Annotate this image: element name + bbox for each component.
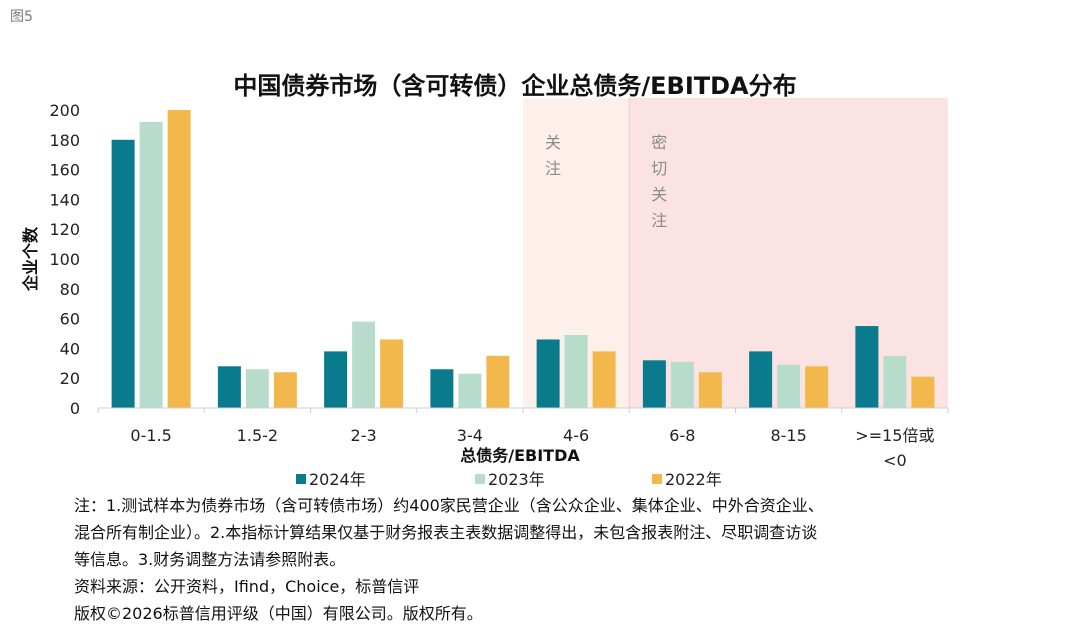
- y-tick-label: 0: [70, 399, 80, 418]
- x-tick-label: 2-3: [351, 426, 377, 445]
- bar-2023-4: [564, 334, 588, 408]
- figure-label: 图5: [10, 9, 33, 25]
- copyright-line: 版权©2026标普信用评级（中国）有限公司。版权所有。: [74, 604, 483, 623]
- bar-2023-5: [670, 361, 694, 408]
- x-tick-label: 4-6: [563, 426, 589, 445]
- bar-2023-6: [777, 364, 801, 408]
- zone-label: 关: [651, 185, 667, 204]
- bar-2023-2: [352, 321, 376, 408]
- legend-label: 2023年: [488, 470, 545, 489]
- legend-label: 2022年: [665, 470, 722, 489]
- legend-swatch: [652, 474, 662, 484]
- chart-notes: 注：1.测试样本为债券市场（含可转债市场）约400家民营企业（含公众企业、集体企…: [74, 492, 1034, 627]
- x-tick-label: 8-15: [770, 426, 806, 445]
- bar-2022-0: [167, 110, 191, 408]
- bar-2024-0: [111, 139, 135, 409]
- x-tick-label: 0-1.5: [130, 426, 171, 445]
- bar-2023-7: [883, 355, 907, 408]
- x-axis-title: 总债务/EBITDA: [460, 446, 580, 465]
- bar-2024-2: [324, 351, 348, 408]
- note-line: 注：1.测试样本为债券市场（含可转债市场）约400家民营企业（含公众企业、集体企…: [74, 496, 824, 515]
- bar-2024-1: [217, 366, 241, 408]
- zone-label: 切: [651, 159, 667, 178]
- y-tick-label: 60: [60, 310, 80, 329]
- x-tick-label: <0: [883, 451, 907, 470]
- zone-label: 注: [651, 211, 667, 230]
- zone-label: 注: [545, 159, 561, 178]
- note-line: 等信息。3.财务调整方法请参照附表。: [74, 550, 346, 569]
- source-line: 资料来源：公开资料，Ifind，Choice，标普信评: [74, 577, 420, 596]
- y-tick-label: 40: [60, 339, 80, 358]
- zone-label: 关: [545, 133, 561, 152]
- x-tick-label: 1.5-2: [237, 426, 278, 445]
- bar-2024-7: [855, 326, 879, 408]
- x-tick-label: >=15倍或: [855, 426, 934, 445]
- bar-2024-3: [430, 369, 454, 408]
- y-tick-label: 20: [60, 369, 80, 388]
- bar-2022-1: [273, 372, 297, 408]
- bar-2022-3: [486, 355, 510, 408]
- chart-title: 中国债券市场（含可转债）企业总债务/EBITDA分布: [233, 72, 797, 100]
- bar-2022-6: [805, 366, 829, 408]
- bar-2023-3: [458, 373, 482, 408]
- bar-2022-7: [911, 376, 935, 408]
- bar-2022-2: [380, 339, 404, 408]
- x-tick-label: 6-8: [669, 426, 695, 445]
- y-tick-label: 160: [49, 161, 80, 180]
- zone-label: 密: [651, 133, 667, 152]
- legend-swatch: [475, 474, 485, 484]
- legend-swatch: [296, 474, 306, 484]
- bar-2023-0: [139, 121, 163, 409]
- bar-2024-4: [536, 339, 560, 408]
- y-tick-label: 180: [49, 131, 80, 150]
- y-tick-label: 80: [60, 280, 80, 299]
- y-axis-title: 企业个数: [21, 226, 40, 292]
- bar-2022-5: [698, 372, 722, 408]
- y-tick-label: 140: [49, 190, 80, 209]
- legend-label: 2024年: [309, 470, 366, 489]
- bar-2022-4: [592, 351, 616, 408]
- x-tick-label: 3-4: [457, 426, 483, 445]
- y-tick-label: 120: [49, 220, 80, 239]
- y-tick-label: 200: [49, 101, 80, 120]
- bar-chart: 关注密切关注020406080100120140160180200企业个数0-1…: [21, 98, 949, 489]
- note-line: 混合所有制企业）。2.本指标计算结果仅基于财务报表主表数据调整得出，未包含报表附…: [74, 523, 818, 542]
- bar-2024-6: [749, 351, 773, 408]
- bar-2024-5: [642, 360, 666, 408]
- y-tick-label: 100: [49, 250, 80, 269]
- bar-2023-1: [245, 369, 269, 408]
